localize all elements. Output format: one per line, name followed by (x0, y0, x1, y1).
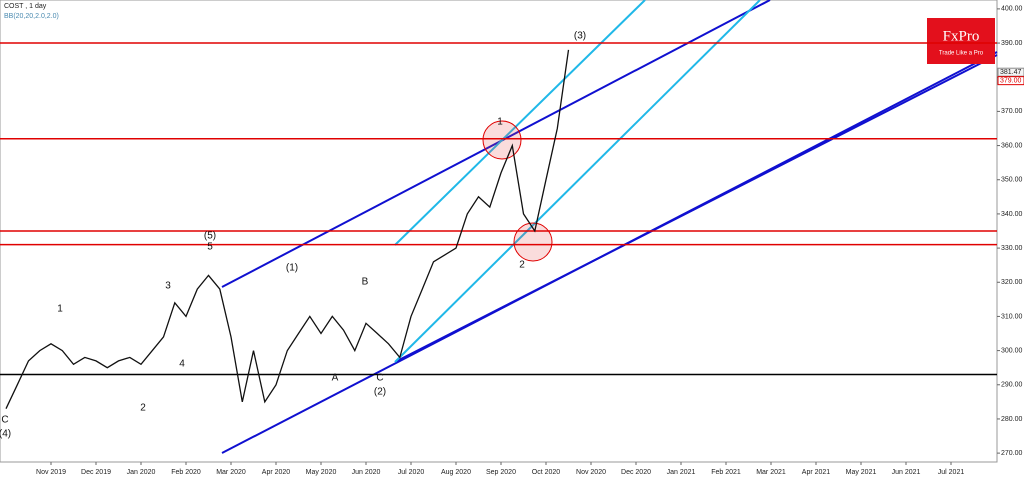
channel-line (394, 54, 998, 363)
wave-label: (3) (574, 31, 586, 42)
y-tick-label: 360.00 (1001, 142, 1023, 149)
chart-subtitle: BB(20,20,2.0,2.0) (4, 13, 59, 20)
x-tick-label: Feb 2020 (171, 469, 201, 476)
wave-label: (1) (286, 263, 298, 274)
highlight-circle (482, 120, 522, 160)
x-tick-label: Jun 2021 (892, 469, 921, 476)
x-tick-label: May 2021 (846, 469, 877, 476)
x-tick-label: Feb 2021 (711, 469, 741, 476)
wave-label: 2 (519, 260, 525, 271)
y-tick-label: 330.00 (1001, 245, 1023, 252)
wave-label: (4) (0, 429, 11, 440)
logo-tagline: Trade Like a Pro (939, 51, 984, 57)
wave-label: A (332, 373, 339, 384)
wave-label: 2 (140, 403, 146, 414)
logo-box (927, 18, 995, 64)
y-tick-label: 320.00 (1001, 279, 1023, 286)
wave-label: C (376, 373, 383, 384)
wave-label: 1 (497, 117, 503, 128)
x-tick-label: Nov 2019 (36, 469, 66, 476)
x-tick-label: Jan 2021 (667, 469, 696, 476)
wave-label: B (362, 277, 369, 288)
y-tick-label: 300.00 (1001, 347, 1023, 354)
wave-label: 4 (179, 359, 185, 370)
y-tick-label: 270.00 (1001, 450, 1023, 457)
wave-label: 5 (207, 242, 213, 253)
x-tick-label: Jan 2020 (127, 469, 156, 476)
y-tick-label: 310.00 (1001, 313, 1023, 320)
price-tag-label: 379.00 (1000, 77, 1022, 84)
y-tick-label: 390.00 (1001, 40, 1023, 47)
wave-label: (2) (374, 387, 386, 398)
price-line (5, 49, 570, 409)
x-tick-label: Apr 2020 (262, 469, 291, 476)
chart-title: COST , 1 day (4, 3, 47, 10)
channel-line (394, 0, 761, 363)
x-tick-label: Dec 2019 (81, 469, 111, 476)
wave-label: 1 (57, 304, 63, 315)
logo: FxPro (943, 28, 980, 44)
x-tick-label: Mar 2021 (756, 469, 786, 476)
x-tick-label: Sep 2020 (486, 469, 516, 476)
y-tick-label: 370.00 (1001, 108, 1023, 115)
x-tick-label: Oct 2020 (532, 469, 561, 476)
x-tick-label: Jun 2020 (352, 469, 381, 476)
x-tick-label: Aug 2020 (441, 469, 471, 476)
x-tick-label: Apr 2021 (802, 469, 831, 476)
x-tick-label: Nov 2020 (576, 469, 606, 476)
x-tick-label: Dec 2020 (621, 469, 651, 476)
x-tick-label: Jul 2020 (398, 469, 425, 476)
y-tick-label: 350.00 (1001, 177, 1023, 184)
y-tick-label: 290.00 (1001, 382, 1023, 389)
y-tick-label: 280.00 (1001, 416, 1023, 423)
price-tag-label: 381.47 (1000, 69, 1022, 76)
y-tick-label: 400.00 (1001, 6, 1023, 13)
x-tick-label: May 2020 (306, 469, 337, 476)
channel-line (394, 0, 646, 246)
price-tag (997, 76, 1024, 86)
wave-label: 3 (165, 281, 171, 292)
channel-line (221, 0, 771, 288)
wave-label: C (1, 415, 8, 426)
wave-label: (5) (204, 231, 216, 242)
highlight-circle (513, 222, 553, 262)
x-tick-label: Mar 2020 (216, 469, 246, 476)
y-tick-label: 340.00 (1001, 211, 1023, 218)
x-tick-label: Jul 2021 (938, 469, 965, 476)
